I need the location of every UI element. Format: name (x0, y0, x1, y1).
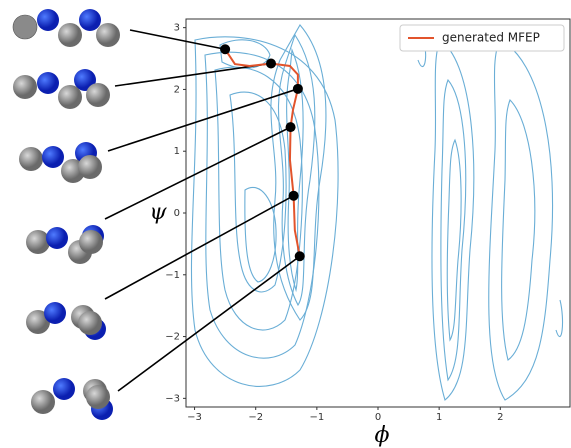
marker (292, 83, 303, 94)
y-tick-label: −3 (165, 393, 180, 404)
x-tick-label: −1 (309, 412, 324, 423)
y-tick-label: 0 (174, 208, 180, 219)
x-axis-label: ϕ (375, 423, 390, 448)
molecules (12, 9, 120, 420)
x-tick-label: −2 (248, 412, 263, 423)
y-tick-label: −1 (165, 270, 180, 281)
marker (220, 44, 231, 55)
connector (117, 255, 301, 392)
contours (190, 24, 564, 401)
x-tick-label: −3 (187, 412, 202, 423)
legend: generated MFEP (399, 24, 565, 52)
legend-label: generated MFEP (442, 31, 540, 45)
x-tick-label: 2 (497, 412, 503, 423)
legend-box (399, 24, 565, 52)
y-axis-label: ψ (149, 200, 167, 225)
marker (288, 190, 299, 201)
connector (104, 194, 295, 300)
plot-frame (185, 18, 571, 408)
connector (129, 29, 226, 51)
x-tick-label: 1 (436, 412, 442, 423)
connector (114, 62, 272, 87)
x-tick-label: 0 (375, 412, 381, 423)
y-tick-label: 1 (174, 146, 180, 157)
marker (285, 122, 296, 133)
connector (104, 126, 291, 220)
connector (107, 88, 299, 152)
marker (265, 58, 276, 69)
y-tick-label: 2 (174, 84, 180, 95)
y-tick-label: 3 (174, 23, 180, 34)
marker (294, 251, 305, 262)
y-tick-label: −2 (165, 332, 180, 343)
